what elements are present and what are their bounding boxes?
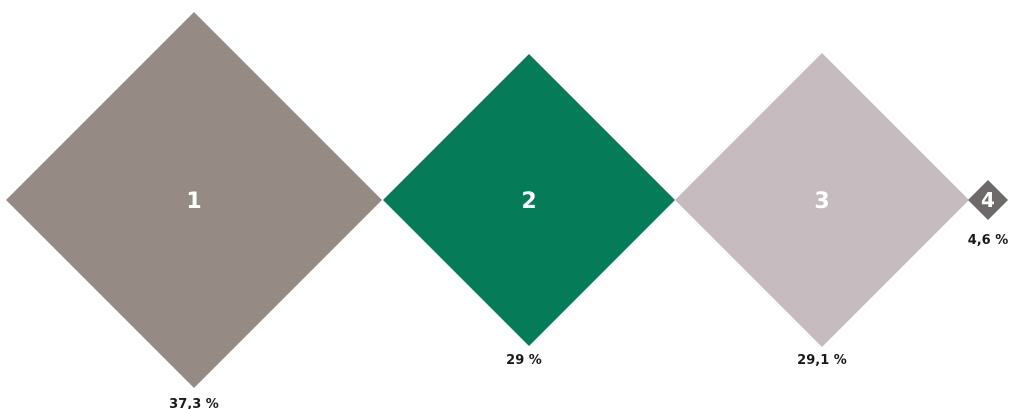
value-label-2: 29 % (506, 353, 542, 368)
diamond-number-1: 1 (186, 189, 201, 214)
diamond-4 (968, 180, 1008, 220)
diamond-2 (383, 54, 675, 346)
diamond-group: 1 37,3 % 2 29 % 3 29,1 % 4 4,6 % (6, 12, 1008, 409)
diamond-1 (6, 12, 382, 388)
value-label-4: 4,6 % (968, 233, 1009, 248)
value-label-3: 29,1 % (797, 353, 847, 368)
value-label-1: 37,3 % (169, 397, 219, 409)
diamond-3 (675, 53, 969, 347)
diamond-number-3: 3 (814, 189, 829, 214)
diamond-number-4: 4 (981, 188, 995, 212)
diamond-number-2: 2 (521, 189, 536, 214)
